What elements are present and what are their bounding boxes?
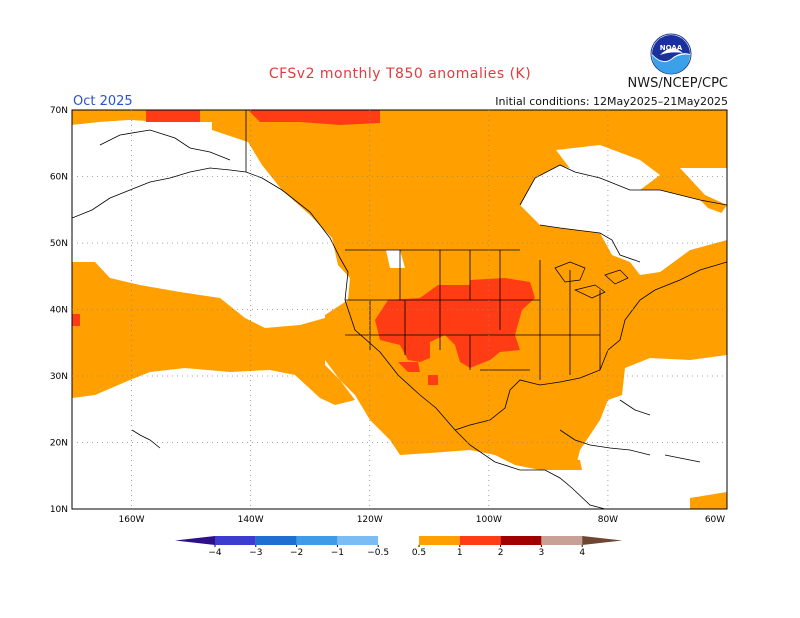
legend-swatch: [419, 536, 460, 545]
forecast-month: Oct 2025: [73, 94, 133, 109]
lat-label: 60N: [50, 173, 68, 183]
legend-label: 0.5: [412, 548, 426, 558]
legend-label: −3: [249, 548, 262, 558]
longitude-labels: 160W 140W 120W 100W 80W 60W: [119, 515, 726, 525]
legend-swatch: [459, 536, 501, 545]
legend-label: −4: [208, 548, 222, 558]
legend-swatch: [541, 536, 583, 545]
legend-swatch: [378, 536, 419, 545]
lat-label: 20N: [50, 439, 68, 449]
lon-label: 140W: [238, 515, 264, 525]
legend-label: 2: [498, 548, 504, 558]
lon-label: 100W: [476, 515, 502, 525]
legend-swatch: [215, 536, 256, 545]
legend-arrow-high: [582, 536, 623, 545]
lon-label: 120W: [357, 515, 383, 525]
lon-label: 160W: [119, 515, 145, 525]
anomaly-1-2-region: [72, 110, 535, 385]
legend-swatch: [255, 536, 297, 545]
latitude-labels: 70N 60N 50N 40N 30N 20N 10N: [50, 106, 68, 515]
lat-label: 40N: [50, 306, 68, 316]
initial-conditions: Initial conditions: 12May2025–21May2025: [495, 95, 728, 108]
agency-label: NWS/NCEP/CPC: [627, 76, 728, 91]
svg-text:NOAA: NOAA: [660, 44, 683, 52]
legend-label: −2: [290, 548, 303, 558]
neutral-region: [72, 120, 727, 272]
coastline-borders: [72, 110, 727, 509]
lat-label: 70N: [50, 106, 68, 116]
legend-label: 4: [579, 548, 585, 558]
lat-label: 10N: [50, 505, 68, 515]
legend-label: −0.5: [367, 548, 389, 558]
map-area: [72, 110, 727, 509]
lon-label: 80W: [598, 515, 618, 525]
legend-label: 1: [457, 548, 463, 558]
graticule: [72, 110, 727, 509]
lat-label: 30N: [50, 372, 68, 382]
map-title: CFSv2 monthly T850 anomalies (K): [268, 66, 532, 82]
legend-swatch: [337, 536, 379, 545]
lake-outlines: [554, 261, 629, 299]
legend-labels: −4 −3 −2 −1 −0.5 0.5 1 2 3 4: [208, 545, 585, 558]
legend-arrow-low: [175, 536, 215, 545]
noaa-logo: NOAA: [650, 33, 692, 75]
legend-label: 3: [539, 548, 545, 558]
lon-label: 60W: [705, 515, 725, 525]
legend-label: −1: [331, 548, 344, 558]
legend-swatch: [296, 536, 338, 545]
legend-swatch: [500, 536, 542, 545]
lat-label: 50N: [50, 239, 68, 249]
color-legend: [175, 536, 623, 545]
